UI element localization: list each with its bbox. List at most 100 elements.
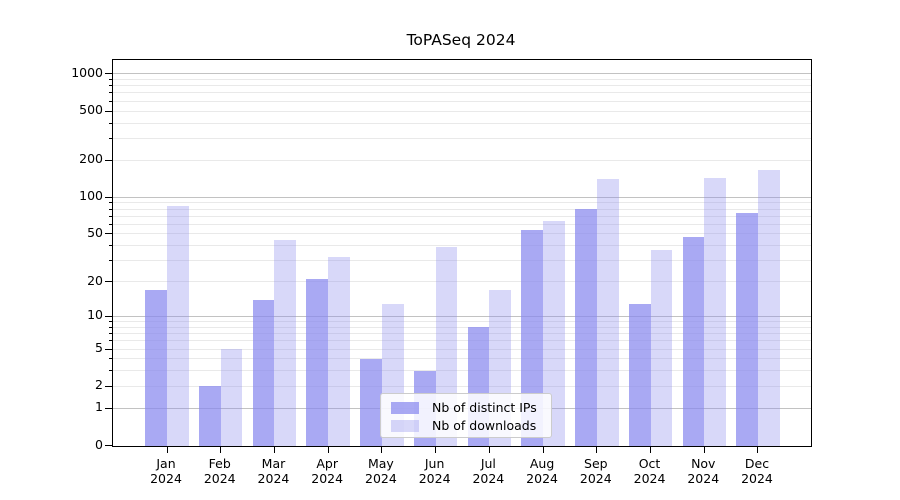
x-tick	[381, 447, 383, 453]
y-minor-tick	[109, 321, 113, 323]
gridline-minor	[113, 326, 811, 328]
y-tick	[105, 445, 113, 446]
gridline-minor	[113, 208, 811, 210]
gridline-minor	[113, 78, 811, 80]
x-tick	[220, 447, 222, 453]
gridline-minor	[113, 233, 811, 235]
gridline-major	[113, 73, 811, 75]
gridline-minor	[113, 281, 811, 283]
y-minor-tick	[109, 122, 113, 124]
legend-entry-distinct-ips: Nb of distinct IPs	[391, 399, 543, 417]
bar-downloads-7	[543, 220, 565, 446]
x-tick-label: Jan 2024	[150, 456, 182, 486]
legend: Nb of distinct IPs Nb of downloads	[380, 393, 552, 438]
y-tick-label: 1000	[71, 64, 103, 80]
x-tick	[327, 447, 329, 453]
y-tick-label: 500	[79, 102, 103, 118]
y-minor-tick	[109, 215, 113, 217]
bar-downloads-10	[704, 178, 726, 446]
y-tick	[105, 385, 113, 387]
bar-distinct-ips-8	[575, 209, 597, 446]
y-tick-label: 5	[95, 340, 103, 356]
y-minor-tick	[109, 202, 113, 204]
y-minor-tick	[109, 260, 113, 262]
gridline-minor	[113, 137, 811, 139]
x-tick-label: Jul 2024	[472, 456, 505, 486]
x-tick-label: Oct 2024	[633, 456, 666, 486]
bar-downloads-0	[167, 205, 189, 446]
gridline-minor	[113, 385, 811, 387]
y-minor-tick	[109, 245, 113, 247]
y-tick-label: 10	[87, 307, 103, 323]
x-tick	[488, 447, 490, 453]
gridline-minor	[113, 159, 811, 161]
y-tick-label: 0	[95, 436, 103, 452]
x-tick-label: Jun 2024	[418, 456, 451, 486]
y-tick	[105, 407, 113, 409]
x-tick	[166, 447, 168, 453]
y-tick	[105, 348, 113, 350]
y-minor-tick	[109, 326, 113, 328]
y-tick-label: 1	[95, 399, 103, 415]
legend-entry-downloads: Nb of downloads	[391, 417, 543, 435]
gridline-minor	[113, 122, 811, 124]
y-tick	[105, 110, 113, 112]
y-minor-tick	[109, 358, 113, 360]
gridline-minor	[113, 370, 811, 372]
y-minor-tick	[109, 92, 113, 94]
bar-distinct-ips-0	[145, 289, 167, 446]
y-tick	[105, 73, 113, 75]
y-tick-label: 200	[79, 151, 103, 167]
x-tick-label: May 2024	[365, 456, 397, 486]
y-minor-tick	[109, 370, 113, 372]
plot-area: Nb of distinct IPs Nb of downloads	[105, 59, 812, 453]
x-tick	[273, 447, 275, 453]
y-tick-label: 20	[87, 272, 103, 288]
gridline-minor	[113, 340, 811, 342]
y-tick-label: 2	[95, 377, 103, 393]
y-tick-label: 50	[87, 224, 103, 240]
bar-distinct-ips-11	[736, 212, 758, 446]
y-tick	[105, 233, 113, 235]
bar-downloads-1	[220, 349, 243, 446]
gridline-minor	[113, 85, 811, 87]
x-tick	[435, 447, 437, 453]
bar-downloads-2	[274, 239, 297, 446]
gridline-minor	[113, 110, 811, 112]
gridline-minor	[113, 245, 811, 247]
y-tick	[105, 281, 113, 283]
bar-downloads-8	[596, 179, 619, 446]
bar-distinct-ips-10	[682, 237, 705, 446]
y-minor-tick	[109, 223, 113, 225]
x-tick-label: Mar 2024	[257, 456, 290, 486]
y-tick	[105, 196, 113, 198]
legend-label-distinct-ips: Nb of distinct IPs	[432, 400, 537, 415]
y-minor-tick	[109, 340, 113, 342]
y-minor-tick	[109, 333, 113, 335]
y-minor-tick	[109, 85, 113, 87]
gridline-minor	[113, 202, 811, 204]
bar-downloads-9	[650, 249, 673, 446]
bar-distinct-ips-7	[521, 229, 544, 446]
x-tick-label: Dec 2024	[741, 456, 773, 486]
gridline-minor	[113, 358, 811, 360]
x-tick	[703, 447, 705, 453]
x-tick	[542, 447, 544, 453]
y-minor-tick	[109, 78, 113, 80]
bar-distinct-ips-3	[306, 279, 329, 446]
y-tick-label: 100	[79, 188, 103, 204]
gridline-major	[113, 196, 811, 198]
gridline-minor	[113, 260, 811, 262]
legend-swatch-downloads	[391, 420, 419, 432]
gridline-minor	[113, 348, 811, 350]
x-tick-label: Sep 2024	[579, 456, 612, 486]
gridline-minor	[113, 333, 811, 335]
bar-distinct-ips-9	[628, 303, 651, 446]
gridline-minor	[113, 223, 811, 225]
x-tick	[650, 447, 652, 453]
bar-downloads-3	[328, 257, 350, 446]
gridline-minor	[113, 100, 811, 102]
gridline-minor	[113, 321, 811, 323]
x-tick	[596, 447, 598, 453]
